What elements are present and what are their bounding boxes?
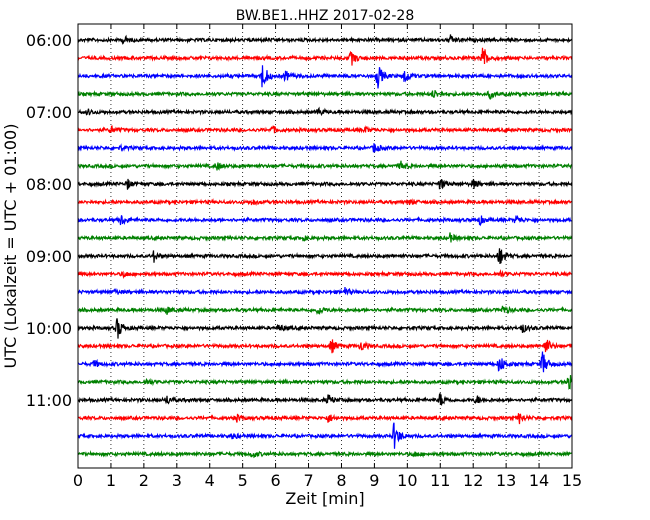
x-tick-label: 12 [463, 471, 483, 490]
x-tick-label: 10 [397, 471, 417, 490]
x-tick-label: 14 [529, 471, 549, 490]
trace-1015 [77, 339, 573, 354]
trace-0800 [77, 178, 573, 190]
x-tick-label: 15 [562, 471, 582, 490]
y-tick-label: 06:00 [26, 31, 72, 50]
x-axis-label: Zeit [min] [285, 489, 364, 508]
trace-1045 [77, 375, 573, 390]
trace-0900 [77, 248, 573, 265]
y-tick-label: 07:00 [26, 103, 72, 122]
trace-0600 [77, 34, 573, 46]
x-tick-label: 6 [271, 471, 281, 490]
x-tick-label: 8 [336, 471, 346, 490]
ticks: 0 1 2 3 4 5 6 7 8 9 10 11 12 13 14 1506:0007:0008:0009:… [26, 24, 582, 490]
trace-0915 [77, 269, 573, 280]
trace-0730 [77, 143, 573, 153]
x-tick-label: 5 [238, 471, 248, 490]
trace-1130 [77, 422, 573, 449]
x-tick-label: 0 [73, 471, 83, 490]
trace-1100 [77, 392, 573, 406]
trace-0615 [77, 47, 573, 66]
plot-frame [77, 23, 573, 469]
trace-0945 [77, 305, 573, 315]
x-tick-label: 7 [303, 471, 313, 490]
y-tick-label: 08:00 [26, 175, 72, 194]
trace-1115 [77, 413, 573, 425]
trace-0845 [77, 232, 573, 243]
y-tick-label: 10:00 [26, 319, 72, 338]
trace-0700 [77, 106, 573, 117]
trace-0630 [77, 65, 573, 89]
traces [77, 34, 573, 459]
trace-0745 [77, 160, 573, 171]
x-tick-label: 11 [430, 471, 450, 490]
x-tick-label: 9 [369, 471, 379, 490]
chart-title: BW.BE1..HHZ 2017-02-28 [236, 8, 415, 24]
x-tick-label: 4 [205, 471, 215, 490]
trace-0815 [77, 198, 573, 206]
trace-0830 [77, 214, 573, 227]
y-tick-label: 11:00 [26, 391, 72, 410]
x-tick-label: 1 [106, 471, 116, 490]
y-tick-label: 09:00 [26, 247, 72, 266]
trace-0930 [77, 286, 573, 296]
x-tick-label: 2 [139, 471, 149, 490]
trace-1000 [77, 318, 573, 339]
trace-1030 [77, 351, 573, 373]
trace-0715 [77, 124, 573, 134]
trace-0645 [77, 89, 573, 100]
y-axis-label: UTC (Lokalzeit = UTC + 01:00) [1, 124, 20, 369]
x-tick-label: 13 [496, 471, 516, 490]
x-tick-label: 3 [172, 471, 182, 490]
trace-1145 [77, 450, 573, 459]
